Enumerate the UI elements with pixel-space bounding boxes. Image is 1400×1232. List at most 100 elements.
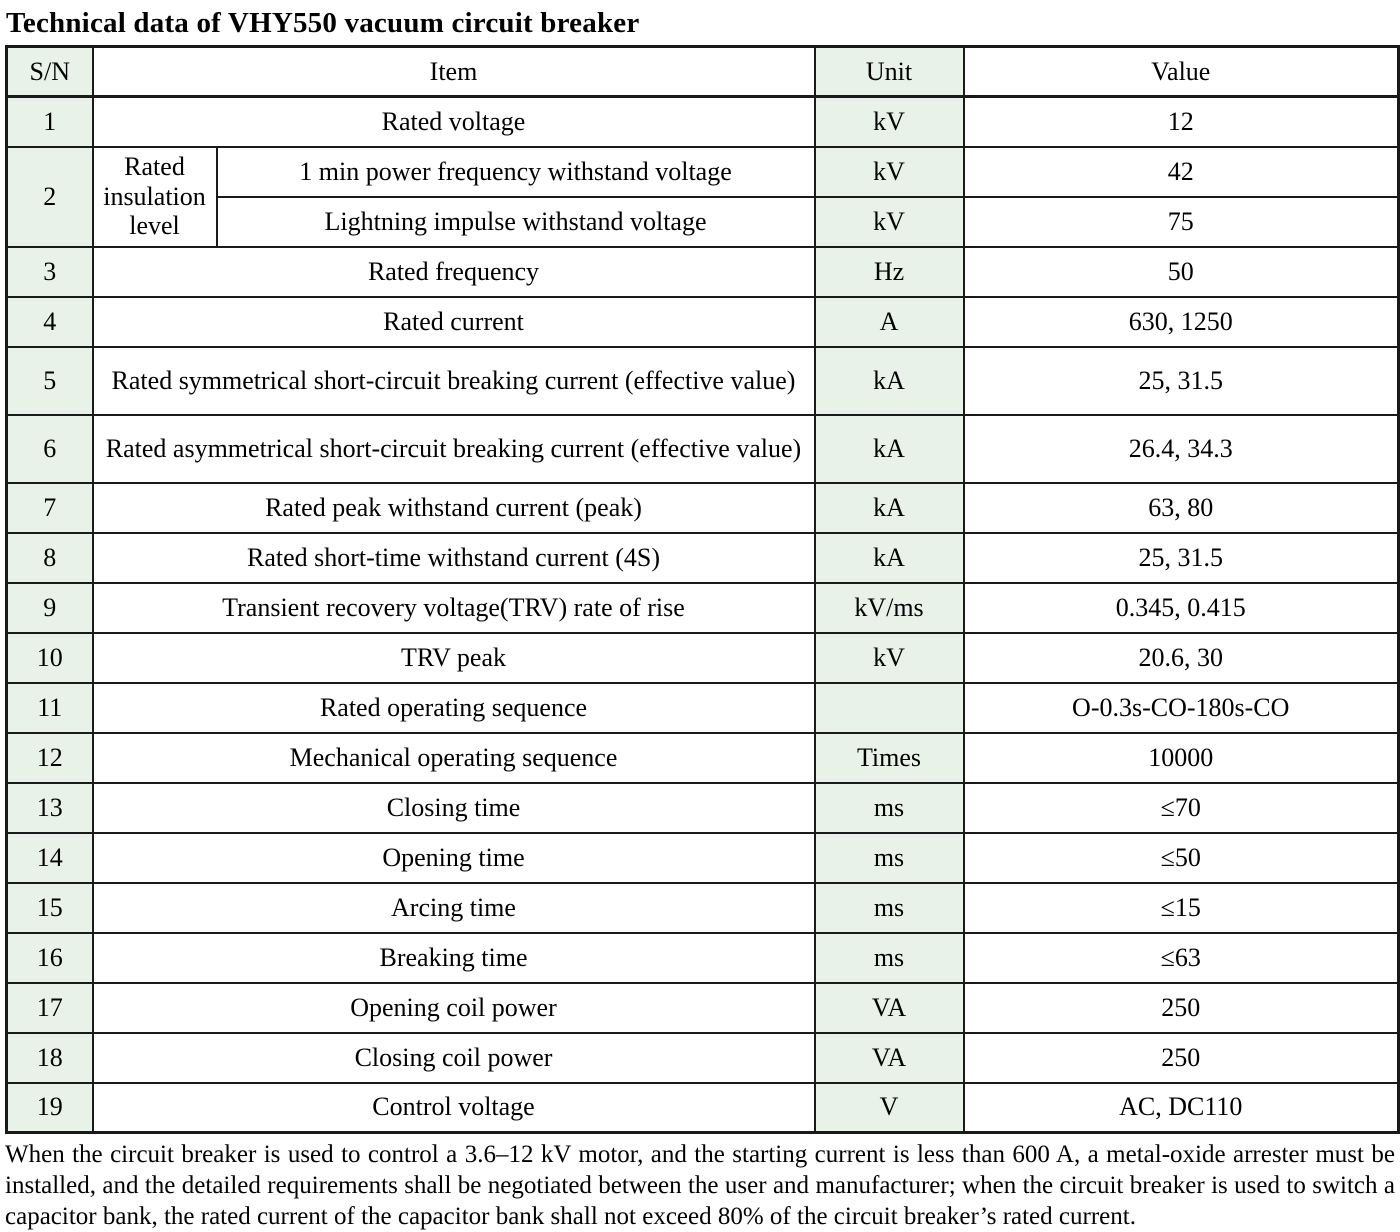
- unit-cell: kV: [813, 95, 965, 148]
- value-cell: 26.4, 34.3: [962, 413, 1400, 484]
- header-value: Value: [962, 45, 1400, 98]
- unit-cell: ms: [813, 881, 965, 934]
- item-cell: Rated operating sequence: [91, 681, 816, 734]
- unit-cell: kV: [813, 631, 965, 684]
- group-label-cell: Rated insulation level: [91, 145, 218, 248]
- technical-data-table: S/N Item Unit Value 1 Rated voltage kV 1…: [5, 45, 1400, 1134]
- value-cell: 42: [962, 145, 1400, 198]
- item-cell: TRV peak: [91, 631, 816, 684]
- table-row: 14 Opening time ms ≤50: [5, 831, 1400, 884]
- unit-cell: kV: [813, 145, 965, 198]
- sn-cell: 7: [5, 481, 94, 534]
- value-cell: ≤63: [962, 931, 1400, 984]
- unit-cell: kA: [813, 345, 965, 416]
- table-row: 3 Rated frequency Hz 50: [5, 245, 1400, 298]
- unit-cell: Times: [813, 731, 965, 784]
- sn-cell: 12: [5, 731, 94, 784]
- item-cell: Opening coil power: [91, 981, 816, 1034]
- sn-cell: 14: [5, 831, 94, 884]
- table-row: 16 Breaking time ms ≤63: [5, 931, 1400, 984]
- item-cell: 1 min power frequency withstand voltage: [215, 145, 816, 198]
- table-row: 15 Arcing time ms ≤15: [5, 881, 1400, 934]
- unit-cell: VA: [813, 981, 965, 1034]
- value-cell: 75: [962, 195, 1400, 248]
- header-unit: Unit: [813, 45, 965, 98]
- table-row: 8 Rated short-time withstand current (4S…: [5, 531, 1400, 584]
- value-cell: 12: [962, 95, 1400, 148]
- table-row: 1 Rated voltage kV 12: [5, 95, 1400, 148]
- sn-cell: 18: [5, 1031, 94, 1084]
- item-cell: Closing time: [91, 781, 816, 834]
- unit-cell: ms: [813, 931, 965, 984]
- item-cell: Mechanical operating sequence: [91, 731, 816, 784]
- value-cell: ≤50: [962, 831, 1400, 884]
- table-row: 5 Rated symmetrical short-circuit breaki…: [5, 345, 1400, 416]
- value-cell: 25, 31.5: [962, 345, 1400, 416]
- unit-cell: V: [813, 1081, 965, 1134]
- item-cell: Arcing time: [91, 881, 816, 934]
- unit-cell: Hz: [813, 245, 965, 298]
- value-cell: 10000: [962, 731, 1400, 784]
- sn-cell: 8: [5, 531, 94, 584]
- table-row: 19 Control voltage V AC, DC110: [5, 1081, 1400, 1134]
- item-cell: Transient recovery voltage(TRV) rate of …: [91, 581, 816, 634]
- value-cell: ≤70: [962, 781, 1400, 834]
- sn-cell: 13: [5, 781, 94, 834]
- item-cell: Rated voltage: [91, 95, 816, 148]
- value-cell: AC, DC110: [962, 1081, 1400, 1134]
- table-row: 7 Rated peak withstand current (peak) kA…: [5, 481, 1400, 534]
- value-cell: 25, 31.5: [962, 531, 1400, 584]
- unit-cell: kV: [813, 195, 965, 248]
- unit-cell: kV/ms: [813, 581, 965, 634]
- item-cell: Rated symmetrical short-circuit breaking…: [91, 345, 816, 416]
- value-cell: 63, 80: [962, 481, 1400, 534]
- value-cell: ≤15: [962, 881, 1400, 934]
- table-row: 13 Closing time ms ≤70: [5, 781, 1400, 834]
- header-item: Item: [91, 45, 816, 98]
- item-cell: Opening time: [91, 831, 816, 884]
- value-cell: O-0.3s-CO-180s-CO: [962, 681, 1400, 734]
- sn-cell: 6: [5, 413, 94, 484]
- sn-cell: 2: [5, 145, 94, 248]
- item-cell: Breaking time: [91, 931, 816, 984]
- table-row: 2 Rated insulation level 1 min power fre…: [5, 145, 1400, 248]
- unit-cell: kA: [813, 413, 965, 484]
- unit-cell: kA: [813, 531, 965, 584]
- table-row: 6 Rated asymmetrical short-circuit break…: [5, 413, 1400, 484]
- unit-cell: ms: [813, 781, 965, 834]
- sn-cell: 17: [5, 981, 94, 1034]
- sn-cell: 15: [5, 881, 94, 934]
- table-row: 11 Rated operating sequence O-0.3s-CO-18…: [5, 681, 1400, 734]
- item-cell: Lightning impulse withstand voltage: [215, 195, 816, 248]
- item-cell: Rated current: [91, 295, 816, 348]
- table-row: 17 Opening coil power VA 250: [5, 981, 1400, 1034]
- sn-cell: 4: [5, 295, 94, 348]
- item-cell: Rated frequency: [91, 245, 816, 298]
- table-row: 9 Transient recovery voltage(TRV) rate o…: [5, 581, 1400, 634]
- value-cell: 250: [962, 981, 1400, 1034]
- value-cell: 50: [962, 245, 1400, 298]
- table-header-row: S/N Item Unit Value: [5, 45, 1400, 98]
- value-cell: 250: [962, 1031, 1400, 1084]
- unit-cell: VA: [813, 1031, 965, 1084]
- unit-cell: [813, 681, 965, 734]
- value-cell: 630, 1250: [962, 295, 1400, 348]
- sn-cell: 9: [5, 581, 94, 634]
- item-cell: Rated peak withstand current (peak): [91, 481, 816, 534]
- sn-cell: 10: [5, 631, 94, 684]
- header-sn: S/N: [5, 45, 94, 98]
- sn-cell: 19: [5, 1081, 94, 1134]
- table-row: 4 Rated current A 630, 1250: [5, 295, 1400, 348]
- sn-cell: 11: [5, 681, 94, 734]
- value-cell: 0.345, 0.415: [962, 581, 1400, 634]
- item-cell: Control voltage: [91, 1081, 816, 1134]
- unit-cell: A: [813, 295, 965, 348]
- page-title: Technical data of VHY550 vacuum circuit …: [6, 7, 640, 39]
- table-row: 18 Closing coil power VA 250: [5, 1031, 1400, 1084]
- sn-cell: 1: [5, 95, 94, 148]
- item-cell: Rated short-time withstand current (4S): [91, 531, 816, 584]
- sn-cell: 16: [5, 931, 94, 984]
- item-cell: Closing coil power: [91, 1031, 816, 1084]
- unit-cell: ms: [813, 831, 965, 884]
